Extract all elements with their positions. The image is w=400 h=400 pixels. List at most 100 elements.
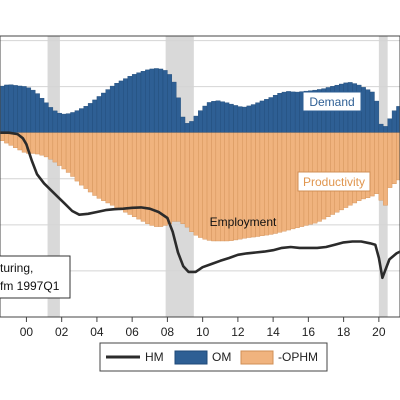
- om-bar: [250, 104, 256, 133]
- x-tick-label-16: 16: [302, 325, 316, 339]
- om-bar: [52, 110, 58, 133]
- productivity-label-box: Productivity: [297, 171, 371, 192]
- ophm-bar: [96, 132, 102, 199]
- om-bar: [35, 93, 40, 133]
- om-bar: [233, 105, 239, 133]
- ophm-bar: [114, 132, 120, 208]
- ophm-bar: [92, 132, 98, 196]
- om-bar: [171, 81, 177, 133]
- om-bar: [101, 92, 106, 133]
- ophm-bar: [149, 132, 155, 226]
- legend: HM OM -OPHM: [99, 342, 328, 372]
- ophm-bar: [109, 132, 115, 206]
- om-bar: [361, 87, 366, 133]
- om-bar: [8, 84, 14, 133]
- legend-label-hm: HM: [145, 350, 164, 364]
- om-bar: [140, 71, 146, 133]
- om-bar: [43, 102, 49, 133]
- om-bar: [149, 68, 155, 133]
- om-bar: [105, 89, 111, 133]
- om-bar: [211, 101, 217, 133]
- om-bar: [259, 100, 265, 133]
- om-bar: [26, 87, 32, 133]
- ophm-bar: [189, 132, 195, 232]
- om-bar: [83, 106, 89, 133]
- om-bar: [145, 69, 150, 133]
- ophm-bar: [8, 132, 14, 146]
- employment-label: Employment: [210, 215, 277, 229]
- ophm-bar: [167, 132, 173, 224]
- ophm-bar: [391, 132, 397, 184]
- om-bar: [74, 110, 80, 133]
- ophm-bar: [202, 132, 208, 240]
- hm-line: [0, 131, 400, 280]
- om-bar: [0, 85, 5, 133]
- ophm-bar: [87, 132, 93, 193]
- x-tick-label-04: 04: [90, 325, 104, 339]
- om-bar: [202, 105, 208, 133]
- ophm-bar: [339, 132, 344, 211]
- om-bar: [286, 91, 291, 133]
- om-bar: [193, 115, 199, 133]
- om-bar: [30, 89, 36, 133]
- om-bar: [87, 103, 93, 133]
- ophm-bar: [193, 132, 199, 236]
- ophm-bar: [39, 132, 45, 156]
- om-bar: [118, 80, 124, 133]
- productivity-label-frame: [297, 171, 371, 192]
- om-bar: [57, 112, 62, 133]
- om-bar: [369, 91, 375, 133]
- plot-frame: [0, 35, 400, 318]
- note-box: turing, fm 1997Q1: [0, 255, 71, 299]
- x-tick-label-02: 02: [55, 325, 69, 339]
- ophm-bar: [105, 132, 111, 204]
- area-bars: [0, 68, 400, 242]
- x-tick-label-10: 10: [196, 325, 210, 339]
- ophm-bar: [396, 132, 400, 181]
- om-bar: [127, 76, 133, 133]
- ophm-bar: [198, 132, 203, 238]
- om-bar: [264, 99, 269, 133]
- x-tick-label-08: 08: [161, 325, 175, 339]
- om-bar: [387, 118, 393, 133]
- ophm-bar: [387, 132, 393, 188]
- demand-label: Demand: [309, 95, 354, 109]
- ophm-bar: [369, 132, 375, 197]
- om-bar: [242, 106, 247, 133]
- ophm-bar: [290, 132, 296, 230]
- ophm-bar: [79, 132, 84, 186]
- hm-series-line: [0, 131, 400, 280]
- om-bar: [268, 97, 274, 133]
- ophm-bar: [30, 132, 36, 154]
- om-bar: [180, 116, 186, 133]
- om-bar: [215, 100, 221, 133]
- ophm-bar: [171, 132, 177, 222]
- ophm-bar: [180, 132, 186, 224]
- om-bar: [396, 106, 400, 133]
- om-bar: [167, 74, 173, 133]
- om-bar: [109, 85, 115, 133]
- ophm-bar: [127, 132, 133, 215]
- om-bar: [272, 94, 278, 133]
- ophm-bar: [286, 132, 291, 231]
- om-bar: [365, 89, 371, 133]
- om-bar: [65, 113, 71, 133]
- om-bar: [21, 86, 27, 133]
- om-bar: [17, 85, 23, 133]
- ophm-bar: [281, 132, 287, 232]
- om-bar: [189, 121, 195, 133]
- x-axis-ticks: 00 02 04 06 08 10 12 14 16 18 20: [20, 317, 386, 339]
- om-bar: [391, 110, 397, 133]
- om-bar: [374, 100, 380, 133]
- om-bar: [131, 74, 137, 133]
- om-bar: [4, 84, 10, 133]
- demand-label-frame: [302, 91, 362, 112]
- ophm-bar: [74, 132, 80, 182]
- om-bar: [378, 123, 384, 133]
- om-bar: [92, 99, 98, 133]
- om-bar: [246, 105, 252, 133]
- om-bar: [13, 85, 18, 133]
- om-bar: [136, 72, 142, 133]
- om-bar: [228, 103, 234, 133]
- ophm-bar: [48, 132, 54, 160]
